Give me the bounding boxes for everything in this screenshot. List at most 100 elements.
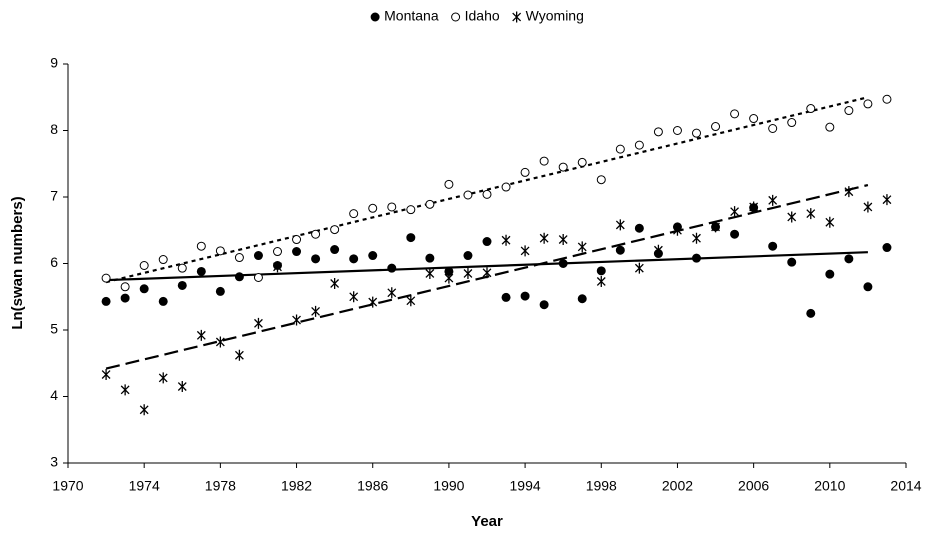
x-tick-label: 1998 [586, 478, 617, 494]
point [634, 223, 644, 233]
y-tick-label: 9 [50, 55, 58, 71]
point [558, 259, 568, 268]
point [330, 277, 340, 289]
x-axis-title: Year [471, 513, 503, 530]
point [539, 300, 549, 310]
point [482, 237, 492, 247]
point [196, 266, 206, 276]
point [634, 140, 644, 150]
x-tick-label: 2014 [890, 478, 921, 494]
point [349, 209, 359, 219]
point [730, 109, 740, 119]
point [139, 260, 149, 270]
point [311, 305, 321, 317]
legend-label: Idaho [465, 8, 500, 24]
y-tick-label: 7 [50, 188, 58, 204]
point [558, 162, 568, 172]
point [444, 272, 454, 284]
point [730, 206, 740, 218]
point [387, 287, 397, 299]
x-tick-label: 2010 [814, 478, 845, 494]
x-tick-label: 1982 [281, 478, 312, 494]
point [653, 127, 663, 137]
point [749, 201, 759, 213]
x-tick-label: 1974 [129, 478, 160, 494]
legend-label: Wyoming [526, 8, 584, 24]
y-tick-label: 6 [50, 254, 58, 270]
point [558, 234, 568, 246]
point [292, 235, 302, 245]
point [653, 244, 663, 256]
point [158, 296, 168, 306]
y-tick-label: 5 [50, 321, 58, 337]
y-axis-title: Ln(swan numbers) [9, 196, 26, 329]
point [539, 156, 549, 166]
point [615, 245, 625, 255]
x-tick-label: 1986 [357, 478, 388, 494]
point [844, 254, 854, 264]
point [273, 247, 282, 257]
point [406, 295, 416, 307]
point [768, 241, 778, 251]
point [844, 186, 854, 198]
point [825, 269, 835, 279]
point [406, 205, 416, 215]
point [387, 202, 397, 212]
point [215, 336, 225, 348]
point [253, 272, 263, 282]
x-tick-label: 1990 [433, 478, 464, 494]
point [882, 243, 892, 253]
point [634, 262, 644, 274]
point [482, 267, 492, 279]
point [254, 317, 263, 329]
point [615, 219, 625, 231]
point [806, 208, 816, 220]
point [463, 267, 473, 279]
legend-marker [451, 12, 461, 22]
legend-item: Wyoming [512, 8, 584, 24]
point [368, 296, 378, 308]
point [825, 122, 835, 132]
point [672, 126, 682, 135]
point [596, 275, 606, 287]
point [177, 381, 187, 393]
point [196, 329, 206, 341]
point [787, 211, 797, 223]
point [120, 293, 130, 303]
point [711, 122, 721, 132]
y-tick-label: 3 [50, 454, 58, 470]
point [539, 232, 549, 244]
point [177, 263, 187, 273]
y-tick-label: 8 [50, 121, 58, 137]
point [425, 267, 435, 279]
point [158, 255, 168, 265]
x-tick-label: 1994 [510, 478, 541, 494]
point [577, 294, 587, 304]
point [292, 247, 302, 257]
legend: Montana Idaho Wyoming [370, 8, 584, 24]
point [692, 128, 701, 138]
x-tick-label: 1978 [205, 478, 236, 494]
trend-line [106, 251, 868, 282]
point [577, 241, 587, 253]
point [273, 261, 282, 273]
point [463, 251, 473, 261]
point [368, 251, 378, 261]
point [101, 273, 111, 283]
point [692, 232, 701, 244]
point [806, 104, 816, 114]
point [844, 106, 854, 116]
point [501, 234, 511, 246]
point [863, 201, 873, 213]
point [577, 157, 587, 167]
point [501, 182, 511, 192]
point [463, 190, 473, 200]
point [120, 282, 130, 292]
legend-item: Montana [370, 8, 439, 24]
point [349, 291, 359, 303]
point [596, 175, 606, 185]
point [806, 308, 816, 318]
point [673, 224, 682, 236]
point [215, 246, 225, 256]
